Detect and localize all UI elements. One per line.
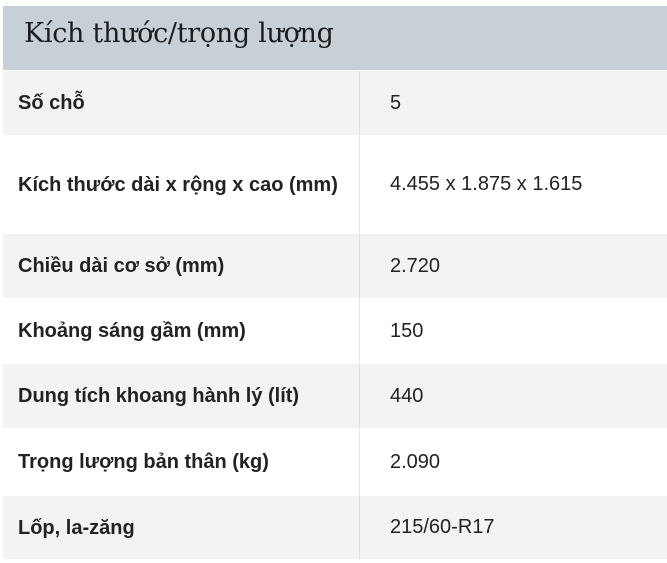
row-label: Khoảng sáng gầm (mm)	[3, 299, 360, 363]
row-label: Chiều dài cơ sở (mm)	[3, 234, 360, 298]
row-value: 2.090	[390, 450, 441, 473]
table-row: Trọng lượng bản thân (kg) 2.090	[3, 428, 667, 495]
row-value: 150	[390, 319, 424, 342]
row-label: Trọng lượng bản thân (kg)	[3, 429, 360, 495]
row-value: 215/60-R17	[390, 516, 495, 538]
table-row: Lốp, la-zăng 215/60-R17	[3, 495, 667, 559]
spec-table: Kích thước/trọng lượng Số chỗ 5 Kích thư…	[3, 6, 667, 559]
row-value: 4.455 x 1.875 x 1.615	[390, 173, 583, 195]
table-row: Dung tích khoang hành lý (lít) 440	[3, 363, 667, 428]
row-value: 440	[390, 384, 424, 407]
row-label: Số chỗ	[3, 71, 360, 135]
table-row: Kích thước dài x rộng x cao (mm) 4.455 x…	[3, 135, 667, 233]
table-row: Chiều dài cơ sở (mm) 2.720	[3, 233, 667, 298]
table-row: Số chỗ 5	[3, 70, 667, 135]
row-label: Lốp, la-zăng	[3, 496, 360, 559]
row-label: Kích thước dài x rộng x cao (mm)	[3, 136, 360, 233]
row-label: Dung tích khoang hành lý (lít)	[3, 364, 360, 428]
row-value: 2.720	[390, 254, 441, 277]
table-title: Kích thước/trọng lượng	[3, 6, 667, 70]
row-value: 5	[390, 91, 402, 114]
table-row: Khoảng sáng gầm (mm) 150	[3, 298, 667, 363]
